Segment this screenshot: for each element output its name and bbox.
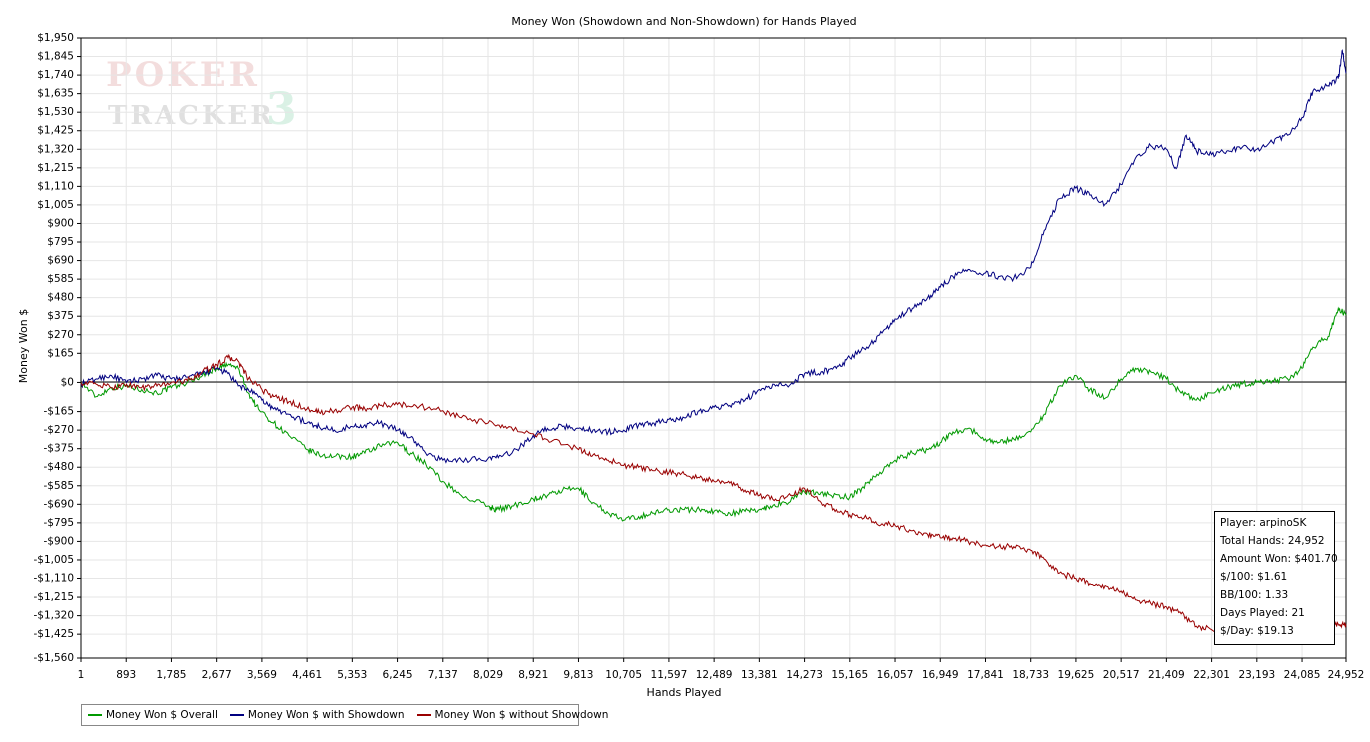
y-tick-label: $1,635 <box>37 88 74 100</box>
x-tick-label: 16,949 <box>922 669 959 681</box>
x-tick-label: 15,165 <box>831 669 868 681</box>
x-tick-label: 20,517 <box>1103 669 1140 681</box>
y-tick-label: -$375 <box>43 443 74 455</box>
bb-per-100: BB/100: 1.33 <box>1220 589 1289 601</box>
plot-area-border <box>80 37 1347 659</box>
watermark-badge: 3 <box>266 84 300 135</box>
y-tick-label: -$165 <box>43 406 74 418</box>
x-tick-label: 6,245 <box>383 669 413 681</box>
legend-item-non-showdown[interactable]: Money Won $ without Showdown <box>416 709 609 721</box>
x-tick-label: 8,029 <box>473 669 503 681</box>
y-tick-label: -$270 <box>43 424 74 436</box>
y-tick-label: $1,425 <box>37 125 74 137</box>
y-tick-label: $1,530 <box>37 106 74 118</box>
y-tick-label: $690 <box>47 255 74 267</box>
y-tick-label: $1,845 <box>37 51 74 63</box>
y-tick-label: $1,110 <box>37 180 74 192</box>
x-tick-label: 2,677 <box>202 669 232 681</box>
x-tick-label: 4,461 <box>292 669 322 681</box>
y-tick-label: -$690 <box>43 498 74 510</box>
total-hands: Total Hands: 24,952 <box>1220 535 1325 547</box>
legend-swatch-overall <box>88 714 102 716</box>
x-tick-label: 1,785 <box>156 669 186 681</box>
watermark-line2: TRACKER <box>108 101 275 131</box>
y-tick-label: -$585 <box>43 480 74 492</box>
legend-swatch-non-showdown <box>416 714 431 716</box>
x-tick-label: 24,952 <box>1328 669 1365 681</box>
y-tick-label: -$1,425 <box>33 628 74 640</box>
x-tick-label: 16,057 <box>877 669 914 681</box>
y-axis-label: Money Won $ <box>17 309 30 383</box>
x-tick-label: 10,705 <box>605 669 642 681</box>
y-tick-label: $795 <box>47 236 74 248</box>
y-tick-label: $1,320 <box>37 143 74 155</box>
y-tick-label: -$900 <box>43 535 74 547</box>
x-axis-ticks: 1 893 1,785 2,677 3,569 4,461 5,353 6,245 7,137 8… <box>78 658 1365 681</box>
x-tick-label: 24,085 <box>1284 669 1321 681</box>
y-tick-label: $0 <box>61 376 74 388</box>
x-tick-label: 9,813 <box>563 669 593 681</box>
legend-swatch-showdown <box>229 714 244 716</box>
legend-item-overall[interactable]: Money Won $ Overall <box>88 709 218 721</box>
grid <box>80 37 1347 659</box>
y-tick-label: $165 <box>47 347 74 359</box>
y-tick-label: $1,740 <box>37 69 74 81</box>
y-tick-label: -$1,110 <box>33 573 74 585</box>
y-tick-label: $1,215 <box>37 162 74 174</box>
series-line-non-showdown <box>80 353 1347 636</box>
y-tick-label: -$1,560 <box>33 652 74 664</box>
y-tick-label: $270 <box>47 329 74 341</box>
x-tick-label: 13,381 <box>741 669 778 681</box>
legend-label-overall: Money Won $ Overall <box>106 709 218 721</box>
dollars-per-day: $/Day: $19.13 <box>1220 625 1294 637</box>
amount-won: Amount Won: $401.70 <box>1220 553 1338 565</box>
x-tick-label: 21,409 <box>1148 669 1185 681</box>
x-tick-label: 3,569 <box>247 669 277 681</box>
chart-legend: Money Won $ Overall Money Won $ with Sho… <box>81 704 608 726</box>
y-tick-label: $480 <box>47 292 74 304</box>
y-tick-label: $585 <box>47 273 74 285</box>
player-stats-box: Player: arpinoSK Total Hands: 24,952 Amo… <box>1214 511 1338 645</box>
y-tick-label: $375 <box>47 310 74 322</box>
y-tick-label: $1,005 <box>37 199 74 211</box>
x-tick-label: 893 <box>116 669 136 681</box>
x-tick-label: 14,273 <box>786 669 823 681</box>
x-tick-label: 5,353 <box>337 669 367 681</box>
player-name: Player: arpinoSK <box>1220 517 1307 529</box>
y-tick-label: $900 <box>47 217 74 229</box>
x-axis-label: Hands Played <box>647 686 722 699</box>
dollars-per-100: $/100: $1.61 <box>1220 571 1288 583</box>
y-tick-label: -$1,320 <box>33 610 74 622</box>
x-tick-label: 7,137 <box>428 669 458 681</box>
legend-item-showdown[interactable]: Money Won $ with Showdown <box>229 709 405 721</box>
x-tick-label: 17,841 <box>967 669 1004 681</box>
series-layer <box>80 49 1347 636</box>
series-line-showdown <box>80 49 1347 464</box>
chart-title: Money Won (Showdown and Non-Showdown) fo… <box>511 15 856 28</box>
watermark-logo: POKER TRACKER 3 <box>106 55 300 135</box>
x-tick-label: 18,733 <box>1012 669 1049 681</box>
days-played: Days Played: 21 <box>1220 607 1305 619</box>
y-axis-ticks: $1,950 $1,845 $1,740 $1,635 $1,530 $1,425 $1,3… <box>33 32 81 664</box>
legend-label-showdown: Money Won $ with Showdown <box>247 709 405 721</box>
legend-label-non-showdown: Money Won $ without Showdown <box>434 709 609 721</box>
x-tick-label: 11,597 <box>651 669 688 681</box>
y-tick-label: -$1,215 <box>33 591 74 603</box>
y-tick-label: $1,950 <box>37 32 74 44</box>
x-tick-label: 19,625 <box>1058 669 1095 681</box>
x-tick-label: 22,301 <box>1193 669 1230 681</box>
x-tick-label: 23,193 <box>1238 669 1275 681</box>
x-tick-label: 1 <box>78 669 85 681</box>
x-tick-label: 8,921 <box>518 669 548 681</box>
y-tick-label: -$1,005 <box>33 554 74 566</box>
series-line-overall <box>80 306 1347 522</box>
y-tick-label: -$480 <box>43 461 74 473</box>
y-tick-label: -$795 <box>43 517 74 529</box>
x-tick-label: 12,489 <box>696 669 733 681</box>
